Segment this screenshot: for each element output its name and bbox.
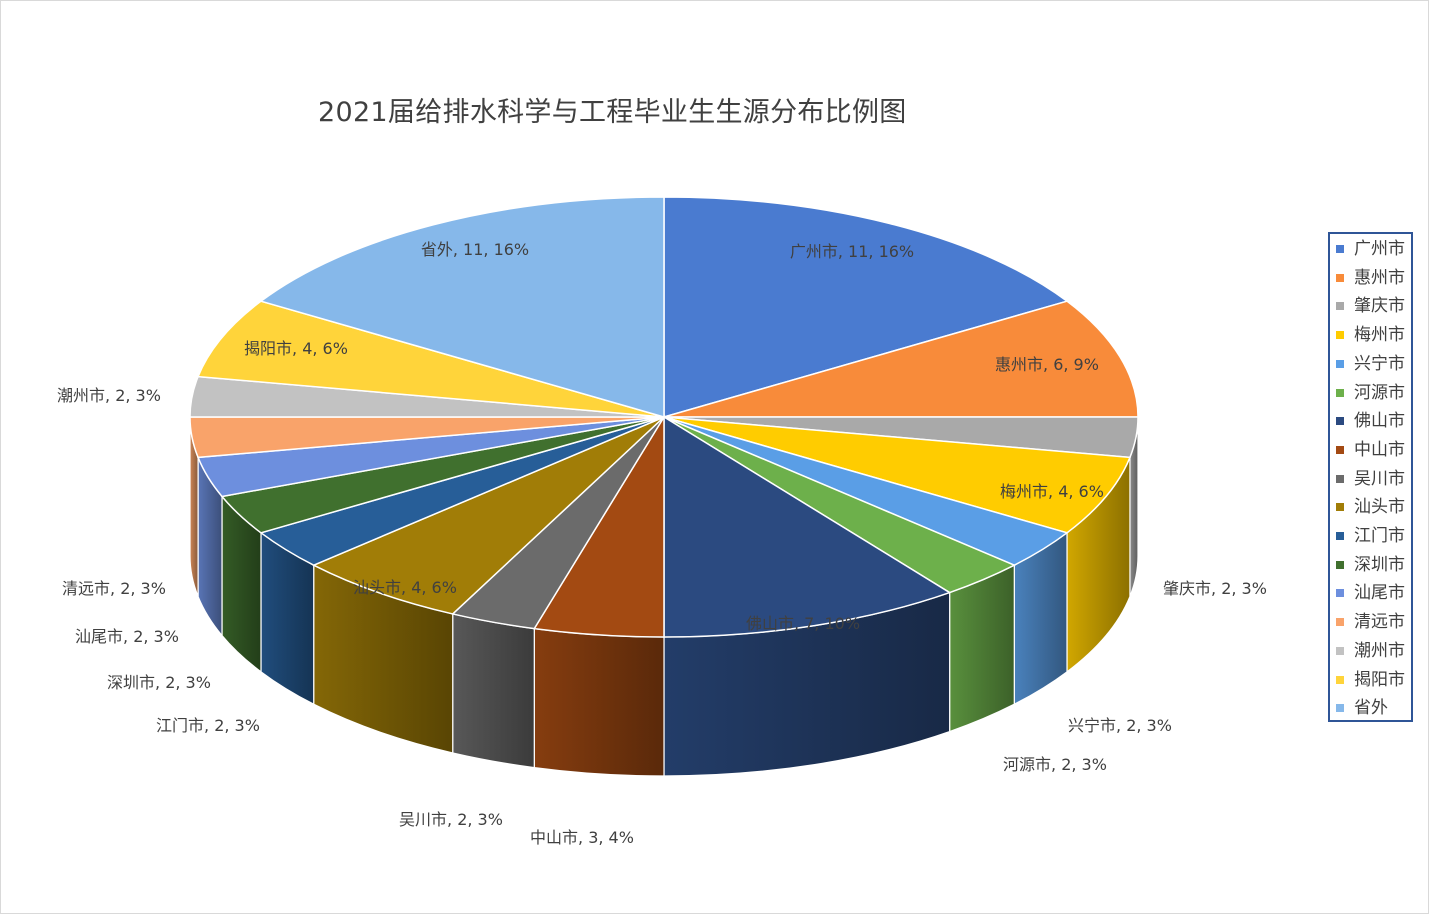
legend-label: 河源市: [1354, 382, 1405, 403]
data-label-8: 吴川市, 2, 3%: [399, 810, 503, 829]
data-label-11: 深圳市, 2, 3%: [107, 673, 211, 692]
pie-slice-3: [663, 416, 1132, 534]
pie-slice-1: [663, 300, 1139, 418]
legend-swatch: [1336, 618, 1344, 627]
data-label-5: 河源市, 2, 3%: [1003, 755, 1107, 774]
data-label-7: 中山市, 3, 4%: [530, 828, 634, 847]
data-label-13: 清远市, 2, 3%: [62, 579, 166, 598]
legend-label: 揭阳市: [1354, 669, 1405, 690]
pie-slice-16: [259, 196, 665, 418]
legend-swatch: [1336, 302, 1344, 311]
pie-slice-side-7: [533, 627, 665, 777]
legend-swatch: [1336, 503, 1344, 512]
legend-label: 广州市: [1354, 239, 1405, 259]
data-label-2: 肇庆市, 2, 3%: [1163, 579, 1267, 598]
legend-label: 佛山市: [1354, 411, 1405, 432]
legend-label: 惠州市: [1354, 267, 1405, 288]
legend-swatch: [1336, 474, 1344, 483]
pie-slice-15: [196, 300, 665, 418]
chart-title: 2021届给排水科学与工程毕业生生源分布比例图: [318, 97, 907, 128]
data-label-12: 汕尾市, 2, 3%: [75, 627, 179, 646]
legend-label: 梅州市: [1354, 325, 1405, 346]
pie-slice-side-5: [949, 564, 1015, 733]
legend-label: 深圳市: [1354, 554, 1405, 575]
data-label-10: 江门市, 2, 3%: [156, 716, 260, 735]
pie-slice-6: [663, 415, 952, 638]
legend-swatch: [1336, 589, 1344, 598]
legend-swatch: [1336, 560, 1344, 569]
data-label-1: 惠州市, 6, 9%: [995, 355, 1099, 374]
legend-swatch: [1336, 532, 1344, 540]
data-label-16: 省外, 11, 16%: [421, 240, 529, 259]
legend-label: 肇庆市: [1354, 296, 1405, 317]
legend-label: 兴宁市: [1354, 353, 1405, 374]
legend-swatch: [1336, 646, 1344, 655]
legend-label: 中山市: [1354, 439, 1405, 460]
data-label-6: 佛山市, 7, 10%: [746, 614, 860, 633]
legend-label: 吴川市: [1354, 468, 1405, 489]
legend-swatch: [1336, 445, 1344, 454]
legend-swatch: [1336, 331, 1344, 340]
pie-slice-side-8: [452, 613, 535, 769]
legend-swatch: [1336, 388, 1344, 397]
data-label-9: 汕头市, 4, 6%: [353, 578, 457, 597]
legend-swatch: [1336, 675, 1344, 684]
legend: 广州市惠州市肇庆市梅州市兴宁市河源市佛山市中山市吴川市汕头市江门市深圳市汕尾市清…: [1328, 232, 1413, 722]
data-label-0: 广州市, 11, 16%: [790, 242, 914, 261]
pie-slice-0: [663, 196, 1069, 418]
legend-label: 省外: [1354, 698, 1388, 719]
legend-label: 潮州市: [1354, 640, 1405, 661]
pie-slice-9: [311, 416, 665, 615]
legend-label: 汕尾市: [1354, 583, 1405, 604]
legend-label: 清远市: [1354, 612, 1405, 633]
legend-label: 汕头市: [1354, 497, 1405, 518]
data-label-14: 潮州市, 2, 3%: [57, 386, 161, 405]
legend-swatch: [1336, 704, 1344, 713]
data-label-4: 兴宁市, 2, 3%: [1068, 716, 1172, 735]
legend-swatch: [1336, 245, 1344, 253]
data-label-3: 梅州市, 4, 6%: [1000, 482, 1104, 501]
legend-swatch: [1336, 273, 1344, 282]
legend-swatch: [1336, 417, 1344, 426]
legend-label: 江门市: [1354, 526, 1405, 546]
legend-swatch: [1336, 359, 1344, 368]
data-label-15: 揭阳市, 4, 6%: [244, 339, 348, 358]
